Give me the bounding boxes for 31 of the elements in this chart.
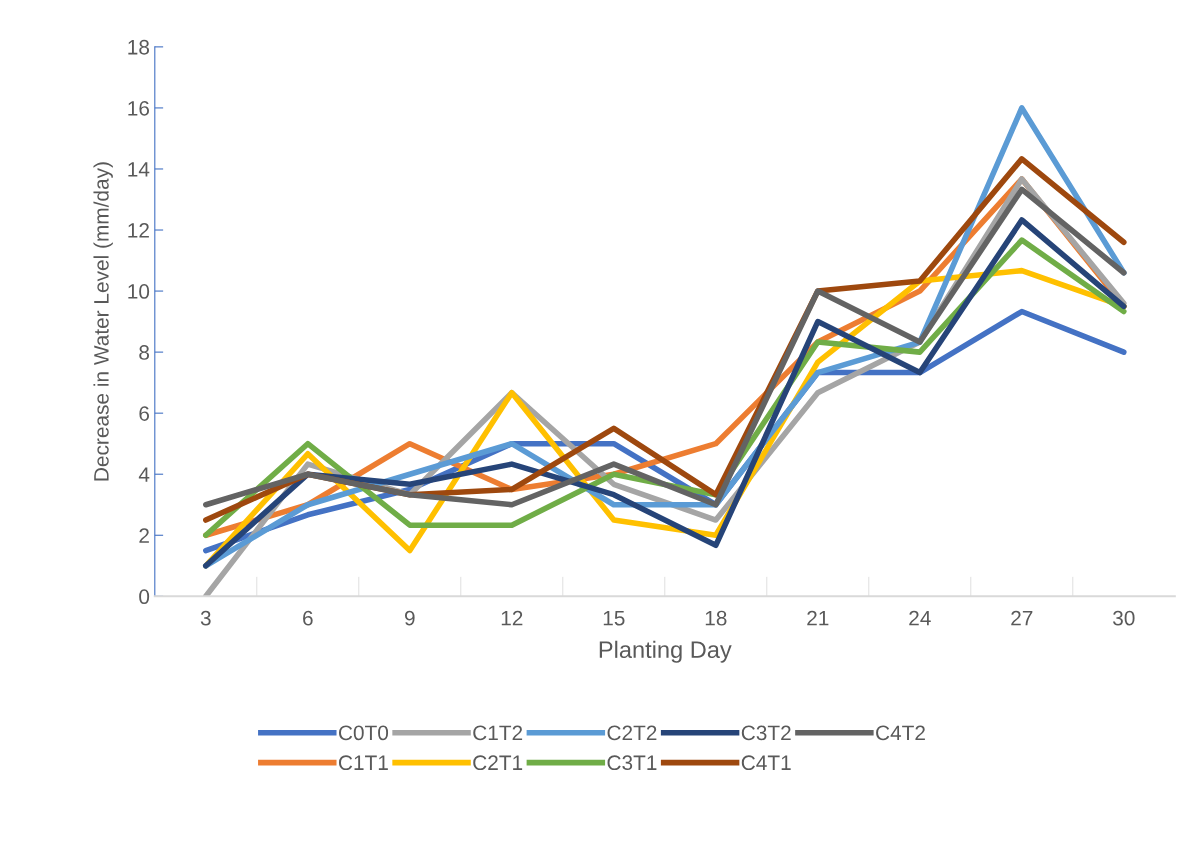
legend-label: C2T2 (607, 725, 657, 741)
y-tick-label: 16 (128, 100, 150, 116)
legend-label: C1T1 (338, 755, 388, 771)
y-tick-label: 18 (128, 39, 150, 55)
y-tick-label: 0 (139, 589, 150, 605)
legend-label: C4T1 (741, 755, 791, 771)
y-tick-label: 4 (138, 467, 150, 482)
x-tick-label: 24 (909, 610, 931, 626)
x-tick-label: 12 (501, 610, 523, 626)
legend-label: C2T1 (473, 755, 523, 771)
x-tick-label: 30 (1113, 610, 1135, 626)
legend-label: C0T0 (338, 725, 389, 741)
x-axis-title: Planting Day (599, 640, 732, 663)
x-tick-label: 21 (807, 610, 829, 626)
x-tick-label: 27 (1011, 610, 1033, 626)
legend-label: C4T2 (876, 725, 925, 741)
x-tick-label: 6 (303, 610, 313, 626)
y-tick-label: 12 (128, 223, 149, 238)
legend-label: C1T2 (473, 725, 523, 741)
x-tick-label: 15 (603, 610, 625, 626)
y-axis-title: Decrease in Water Level (mm/day) (93, 162, 113, 481)
legend-label: C3T1 (607, 755, 657, 771)
y-tick-label: 6 (139, 406, 150, 421)
x-tick-label: 3 (200, 610, 211, 626)
y-tick-label: 14 (128, 162, 150, 177)
x-tick-label: 18 (705, 610, 727, 626)
y-tick-label: 8 (139, 345, 150, 360)
legend-label: C3T2 (741, 725, 791, 741)
y-tick-label: 10 (128, 284, 150, 299)
y-tick-label: 2 (139, 528, 149, 543)
x-tick-label: 9 (404, 610, 415, 626)
